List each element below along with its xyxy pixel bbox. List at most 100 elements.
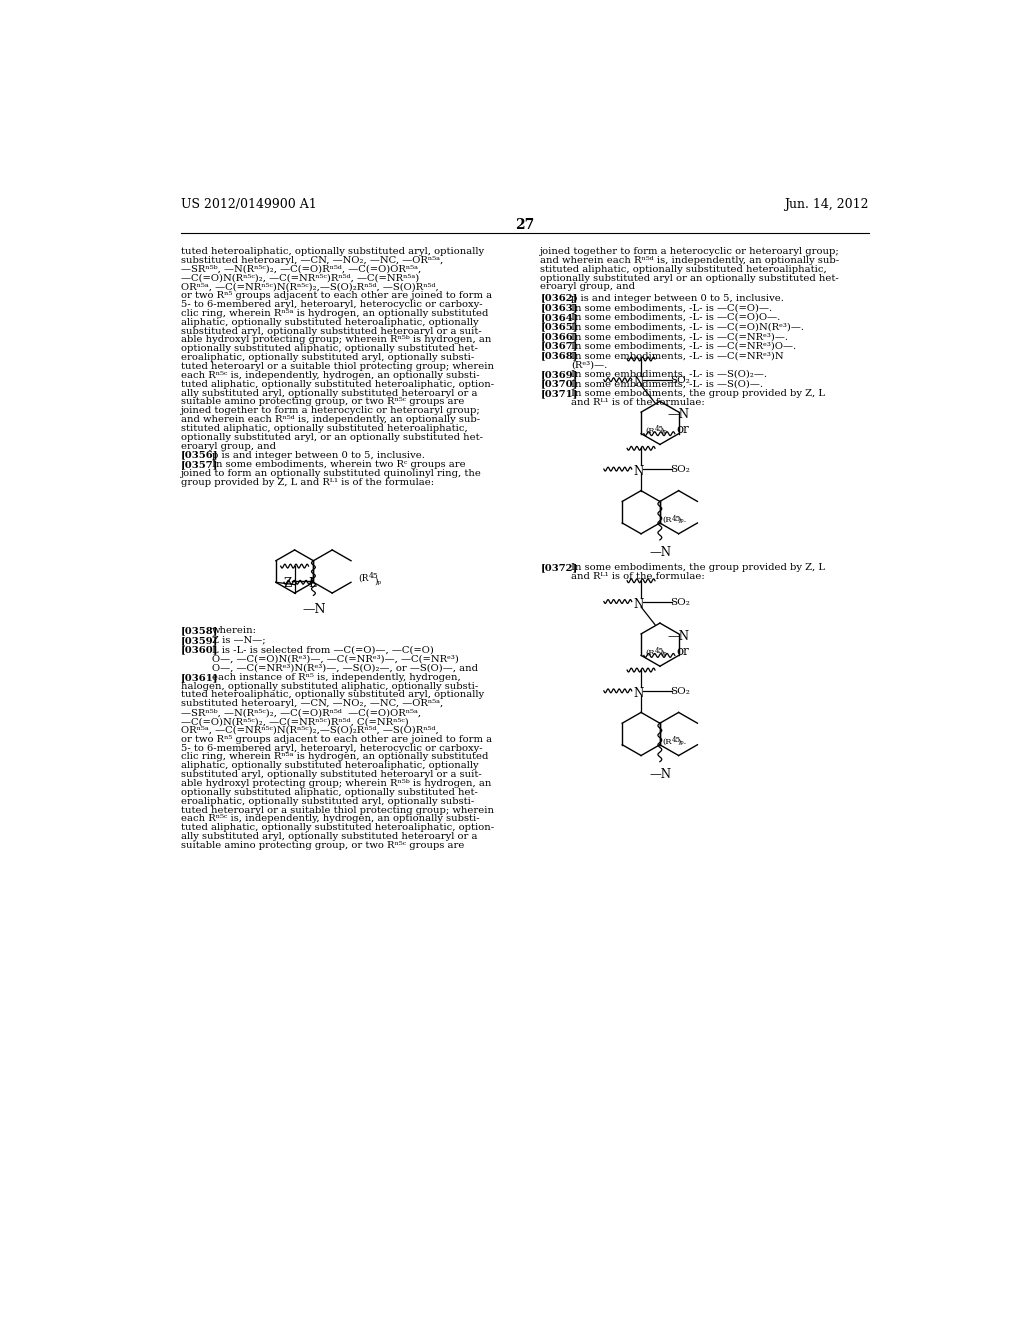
Text: SO₂: SO₂ [671,465,690,474]
Text: clic ring, wherein Rⁿ⁵ᵃ is hydrogen, an optionally substituted: clic ring, wherein Rⁿ⁵ᵃ is hydrogen, an … [180,309,488,318]
Text: In some embodiments, -L- is —S(O)₂—.: In some embodiments, -L- is —S(O)₂—. [571,370,767,379]
Text: each Rⁿ⁵ᶜ is, independently, hydrogen, an optionally substi-: each Rⁿ⁵ᶜ is, independently, hydrogen, a… [180,371,479,380]
Text: (R: (R [357,574,369,583]
Text: tuted aliphatic, optionally substituted heteroaliphatic, option-: tuted aliphatic, optionally substituted … [180,380,494,389]
Text: (R: (R [645,648,654,656]
Text: In some embodiments, -L- is —S(O)—.: In some embodiments, -L- is —S(O)—. [571,379,763,388]
Text: In some embodiments, -L- is —C(=O)N(Rᵉ³)—.: In some embodiments, -L- is —C(=O)N(Rᵉ³)… [571,322,804,331]
Text: tuted heteroaryl or a suitable thiol protecting group; wherein: tuted heteroaryl or a suitable thiol pro… [180,805,494,814]
Text: In some embodiments, -L- is —C(=NRᵉ³)O—.: In some embodiments, -L- is —C(=NRᵉ³)O—. [571,342,797,351]
Text: (R: (R [663,738,672,746]
Text: [0368]: [0368] [541,351,578,360]
Text: substituted heteroaryl, —CN, —NO₂, —NC, —ORⁿ⁵ᵃ,: substituted heteroaryl, —CN, —NO₂, —NC, … [180,700,443,709]
Text: optionally substituted aliphatic, optionally substituted het-: optionally substituted aliphatic, option… [180,788,477,797]
Text: N: N [633,598,643,611]
Text: —N: —N [649,546,671,560]
Text: [0360]: [0360] [180,645,218,655]
Text: (R: (R [663,516,672,524]
Text: Z is —N—;: Z is —N—; [212,636,265,644]
Text: and Rᴸ¹ is of the formulae:: and Rᴸ¹ is of the formulae: [571,572,706,581]
Text: L is -L- is selected from —C(=O)—, —C(=O): L is -L- is selected from —C(=O)—, —C(=O… [212,645,433,655]
Text: suitable amino protecting group, or two Rⁿ⁵ᶜ groups are: suitable amino protecting group, or two … [180,841,464,850]
Text: —SRⁿ⁵ᵇ, —N(Rⁿ⁵ᶜ)₂, —C(=O)Rⁿ⁵ᵈ  —C(=O)ORⁿ⁵ᵃ,: —SRⁿ⁵ᵇ, —N(Rⁿ⁵ᶜ)₂, —C(=O)Rⁿ⁵ᵈ —C(=O)ORⁿ⁵… [180,708,421,717]
Text: stituted aliphatic, optionally substituted heteroaliphatic,: stituted aliphatic, optionally substitut… [180,424,467,433]
Text: substituted heteroaryl, —CN, —NO₂, —NC, —ORⁿ⁵ᵃ,: substituted heteroaryl, —CN, —NO₂, —NC, … [180,256,443,265]
Text: 5- to 6-membered aryl, heteroaryl, heterocyclic or carboxy-: 5- to 6-membered aryl, heteroaryl, heter… [180,300,482,309]
Text: [0358]: [0358] [180,626,218,635]
Text: wherein:: wherein: [212,626,257,635]
Text: optionally substituted aryl or an optionally substituted het-: optionally substituted aryl or an option… [541,273,839,282]
Text: L: L [308,577,316,590]
Text: N: N [633,376,643,389]
Text: [0357]: [0357] [180,461,218,469]
Text: O—, —C(=NRᵉ³)N(Rᵉ³)—, —S(O)₂—, or —S(O)—, and: O—, —C(=NRᵉ³)N(Rᵉ³)—, —S(O)₂—, or —S(O)—… [212,663,478,672]
Text: ORⁿ⁵ᵃ, —C(=NRⁿ⁵ᶜ)N(Rⁿ⁵ᶜ)₂,—S(O)₂Rⁿ⁵ᵈ, —S(O)Rⁿ⁵ᵈ,: ORⁿ⁵ᵃ, —C(=NRⁿ⁵ᶜ)N(Rⁿ⁵ᶜ)₂,—S(O)₂Rⁿ⁵ᵈ, —S… [180,282,438,292]
Text: 45: 45 [654,425,664,433]
Text: [0363]: [0363] [541,304,578,312]
Text: —SRⁿ⁵ᵇ, —N(Rⁿ⁵ᶜ)₂, —C(=O)Rⁿ⁵ᵈ, —C(=O)ORⁿ⁵ᵃ,: —SRⁿ⁵ᵇ, —N(Rⁿ⁵ᶜ)₂, —C(=O)Rⁿ⁵ᵈ, —C(=O)ORⁿ… [180,264,421,273]
Text: [0356]: [0356] [180,450,218,459]
Text: or: or [676,644,689,657]
Text: —N: —N [668,408,690,421]
Text: 45: 45 [369,572,379,579]
Text: able hydroxyl protecting group; wherein Rⁿ⁵ᵇ is hydrogen, an: able hydroxyl protecting group; wherein … [180,779,492,788]
Text: and wherein each Rⁿ⁵ᵈ is, independently, an optionally sub-: and wherein each Rⁿ⁵ᵈ is, independently,… [541,256,840,265]
Text: )ₚ.: )ₚ. [678,738,687,746]
Text: [0372]: [0372] [541,564,578,572]
Text: [0362]: [0362] [541,293,578,302]
Text: suitable amino protecting group, or two Rⁿ⁵ᶜ groups are: suitable amino protecting group, or two … [180,397,464,407]
Text: (R: (R [645,426,654,434]
Text: stituted aliphatic, optionally substituted heteroaliphatic,: stituted aliphatic, optionally substitut… [541,264,827,273]
Text: In some embodiments, the group provided by Z, L: In some embodiments, the group provided … [571,389,825,399]
Text: or two Rⁿ⁵ groups adjacent to each other are joined to form a: or two Rⁿ⁵ groups adjacent to each other… [180,735,492,743]
Text: optionally substituted aliphatic, optionally substituted het-: optionally substituted aliphatic, option… [180,345,477,354]
Text: substituted aryl, optionally substituted heteroaryl or a suit-: substituted aryl, optionally substituted… [180,770,481,779]
Text: [0364]: [0364] [541,313,578,322]
Text: [0365]: [0365] [541,322,578,331]
Text: O—, —C(=O)N(Rᵉ³)—, —C(=NRᵉ³)—, —C(=NRᵉ³): O—, —C(=O)N(Rᵉ³)—, —C(=NRᵉ³)—, —C(=NRᵉ³) [212,655,459,663]
Text: optionally substituted aryl, or an optionally substituted het-: optionally substituted aryl, or an optio… [180,433,482,442]
Text: p is and integer between 0 to 5, inclusive.: p is and integer between 0 to 5, inclusi… [212,450,425,459]
Text: halogen, optionally substituted aliphatic, optionally substi-: halogen, optionally substituted aliphati… [180,681,478,690]
Text: In some embodiments, -L- is —C(=O)—.: In some embodiments, -L- is —C(=O)—. [571,304,772,312]
Text: [0359]: [0359] [180,636,218,644]
Text: US 2012/0149900 A1: US 2012/0149900 A1 [180,198,316,211]
Text: In some embodiments, -L- is —C(=NRᵉ³)N: In some embodiments, -L- is —C(=NRᵉ³)N [571,351,784,360]
Text: [0361]: [0361] [180,673,218,681]
Text: ally substituted aryl, optionally substituted heteroaryl or a: ally substituted aryl, optionally substi… [180,832,477,841]
Text: ORⁿ⁵ᵃ, —C(=NRⁿ⁵ᶜ)N(Rⁿ⁵ᶜ)₂,—S(O)₂Rⁿ⁵ᵈ, —S(O)Rⁿ⁵ᵈ,: ORⁿ⁵ᵃ, —C(=NRⁿ⁵ᶜ)N(Rⁿ⁵ᶜ)₂,—S(O)₂Rⁿ⁵ᵈ, —S… [180,726,438,735]
Text: ally substituted aryl, optionally substituted heteroaryl or a: ally substituted aryl, optionally substi… [180,388,477,397]
Text: (Rᵉ³)—.: (Rᵉ³)—. [571,360,607,370]
Text: Z: Z [284,577,292,590]
Text: —N: —N [649,768,671,781]
Text: group provided by Z, L and Rᴸ¹ is of the formulae:: group provided by Z, L and Rᴸ¹ is of the… [180,478,434,487]
Text: N: N [633,465,643,478]
Text: tuted heteroaryl or a suitable thiol protecting group; wherein: tuted heteroaryl or a suitable thiol pro… [180,362,494,371]
Text: eroaliphatic, optionally substituted aryl, optionally substi-: eroaliphatic, optionally substituted ary… [180,797,474,805]
Text: clic ring, wherein Rⁿ⁵ᵃ is hydrogen, an optionally substituted: clic ring, wherein Rⁿ⁵ᵃ is hydrogen, an … [180,752,488,762]
Text: 45: 45 [672,737,681,744]
Text: each instance of Rⁿ⁵ is, independently, hydrogen,: each instance of Rⁿ⁵ is, independently, … [212,673,461,681]
Text: 45: 45 [672,515,681,523]
Text: p is and integer between 0 to 5, inclusive.: p is and integer between 0 to 5, inclusi… [571,293,784,302]
Text: eroaryl group, and: eroaryl group, and [541,282,635,292]
Text: eroaliphatic, optionally substituted aryl, optionally substi-: eroaliphatic, optionally substituted ary… [180,354,474,362]
Text: [0367]: [0367] [541,342,578,351]
Text: and wherein each Rⁿ⁵ᵈ is, independently, an optionally sub-: and wherein each Rⁿ⁵ᵈ is, independently,… [180,416,480,424]
Text: tuted heteroaliphatic, optionally substituted aryl, optionally: tuted heteroaliphatic, optionally substi… [180,690,483,700]
Text: and Rᴸ¹ is of the formulae:: and Rᴸ¹ is of the formulae: [571,397,706,407]
Text: eroaryl group, and: eroaryl group, and [180,442,275,450]
Text: 27: 27 [515,218,535,232]
Text: )ₚ: )ₚ [660,426,668,434]
Text: aliphatic, optionally substituted heteroaliphatic, optionally: aliphatic, optionally substituted hetero… [180,762,478,771]
Text: or: or [676,422,689,436]
Text: able hydroxyl protecting group; wherein Rⁿ⁵ᵇ is hydrogen, an: able hydroxyl protecting group; wherein … [180,335,492,345]
Text: )ₚ: )ₚ [660,648,668,656]
Text: [0369]: [0369] [541,370,578,379]
Text: joined to form an optionally substituted quinolinyl ring, the: joined to form an optionally substituted… [180,469,481,478]
Text: —C(=O)N(Rⁿ⁵ᶜ)₂, —C(=NRⁿ⁵ᶜ)Rⁿ⁵ᵈ, —C(=NRⁿ⁵ᵃ): —C(=O)N(Rⁿ⁵ᶜ)₂, —C(=NRⁿ⁵ᶜ)Rⁿ⁵ᵈ, —C(=NRⁿ⁵… [180,273,419,282]
Text: tuted aliphatic, optionally substituted heteroaliphatic, option-: tuted aliphatic, optionally substituted … [180,824,494,833]
Text: joined together to form a heterocyclic or heteroaryl group;: joined together to form a heterocyclic o… [180,407,480,416]
Text: In some embodiments, -L- is —C(=NRᵉ³)—.: In some embodiments, -L- is —C(=NRᵉ³)—. [571,333,788,341]
Text: 45: 45 [654,647,664,655]
